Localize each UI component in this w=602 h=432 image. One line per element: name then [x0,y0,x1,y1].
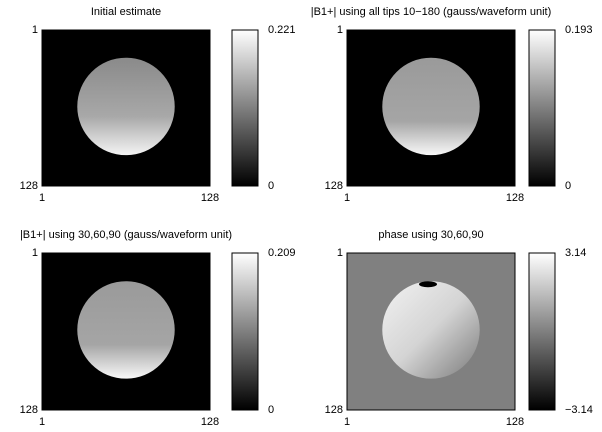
colorbar-tick-label: 3.14 [565,247,586,259]
colorbar-tick-label: 0 [565,180,571,192]
image-disk [382,281,480,379]
phase-wrap [419,281,437,288]
x-tick-label: 128 [201,416,219,428]
image-disk [382,57,480,156]
x-tick-label: 128 [506,192,524,204]
axes-frame [346,252,516,411]
x-tick-label: 1 [344,416,350,428]
y-tick-label: 1 [337,247,343,259]
y-tick-label: 128 [20,180,38,192]
colorbar-tick-label: 0 [268,404,274,416]
colorbar [528,29,556,187]
panel-title: |B1+| using all tips 10−180 (gauss/wavef… [311,6,552,18]
axes-frame [41,252,211,411]
y-tick-label: 1 [32,24,38,36]
colorbar-tick-label: 0.193 [565,24,593,36]
y-tick-label: 1 [32,247,38,259]
x-tick-label: 1 [39,416,45,428]
x-tick-label: 128 [506,416,524,428]
x-tick-label: 128 [201,192,219,204]
x-tick-label: 1 [344,192,350,204]
colorbar [231,252,259,411]
colorbar-tick-label: 0 [268,180,274,192]
image-disk [77,281,175,379]
colorbar-tick-label: 0.209 [268,247,296,259]
y-tick-label: 128 [325,404,343,416]
y-tick-label: 128 [20,404,38,416]
axes-frame [41,29,211,187]
panel-title: phase using 30,60,90 [378,229,483,241]
colorbar [528,252,556,411]
axes-frame [346,29,516,187]
y-tick-label: 128 [325,180,343,192]
colorbar-tick-label: −3.14 [565,404,593,416]
panel-title: Initial estimate [91,6,161,18]
image-disk [77,57,175,156]
x-tick-label: 1 [39,192,45,204]
panel-title: |B1+| using 30,60,90 (gauss/waveform uni… [20,229,232,241]
colorbar [231,29,259,187]
y-tick-label: 1 [337,24,343,36]
colorbar-tick-label: 0.221 [268,24,296,36]
